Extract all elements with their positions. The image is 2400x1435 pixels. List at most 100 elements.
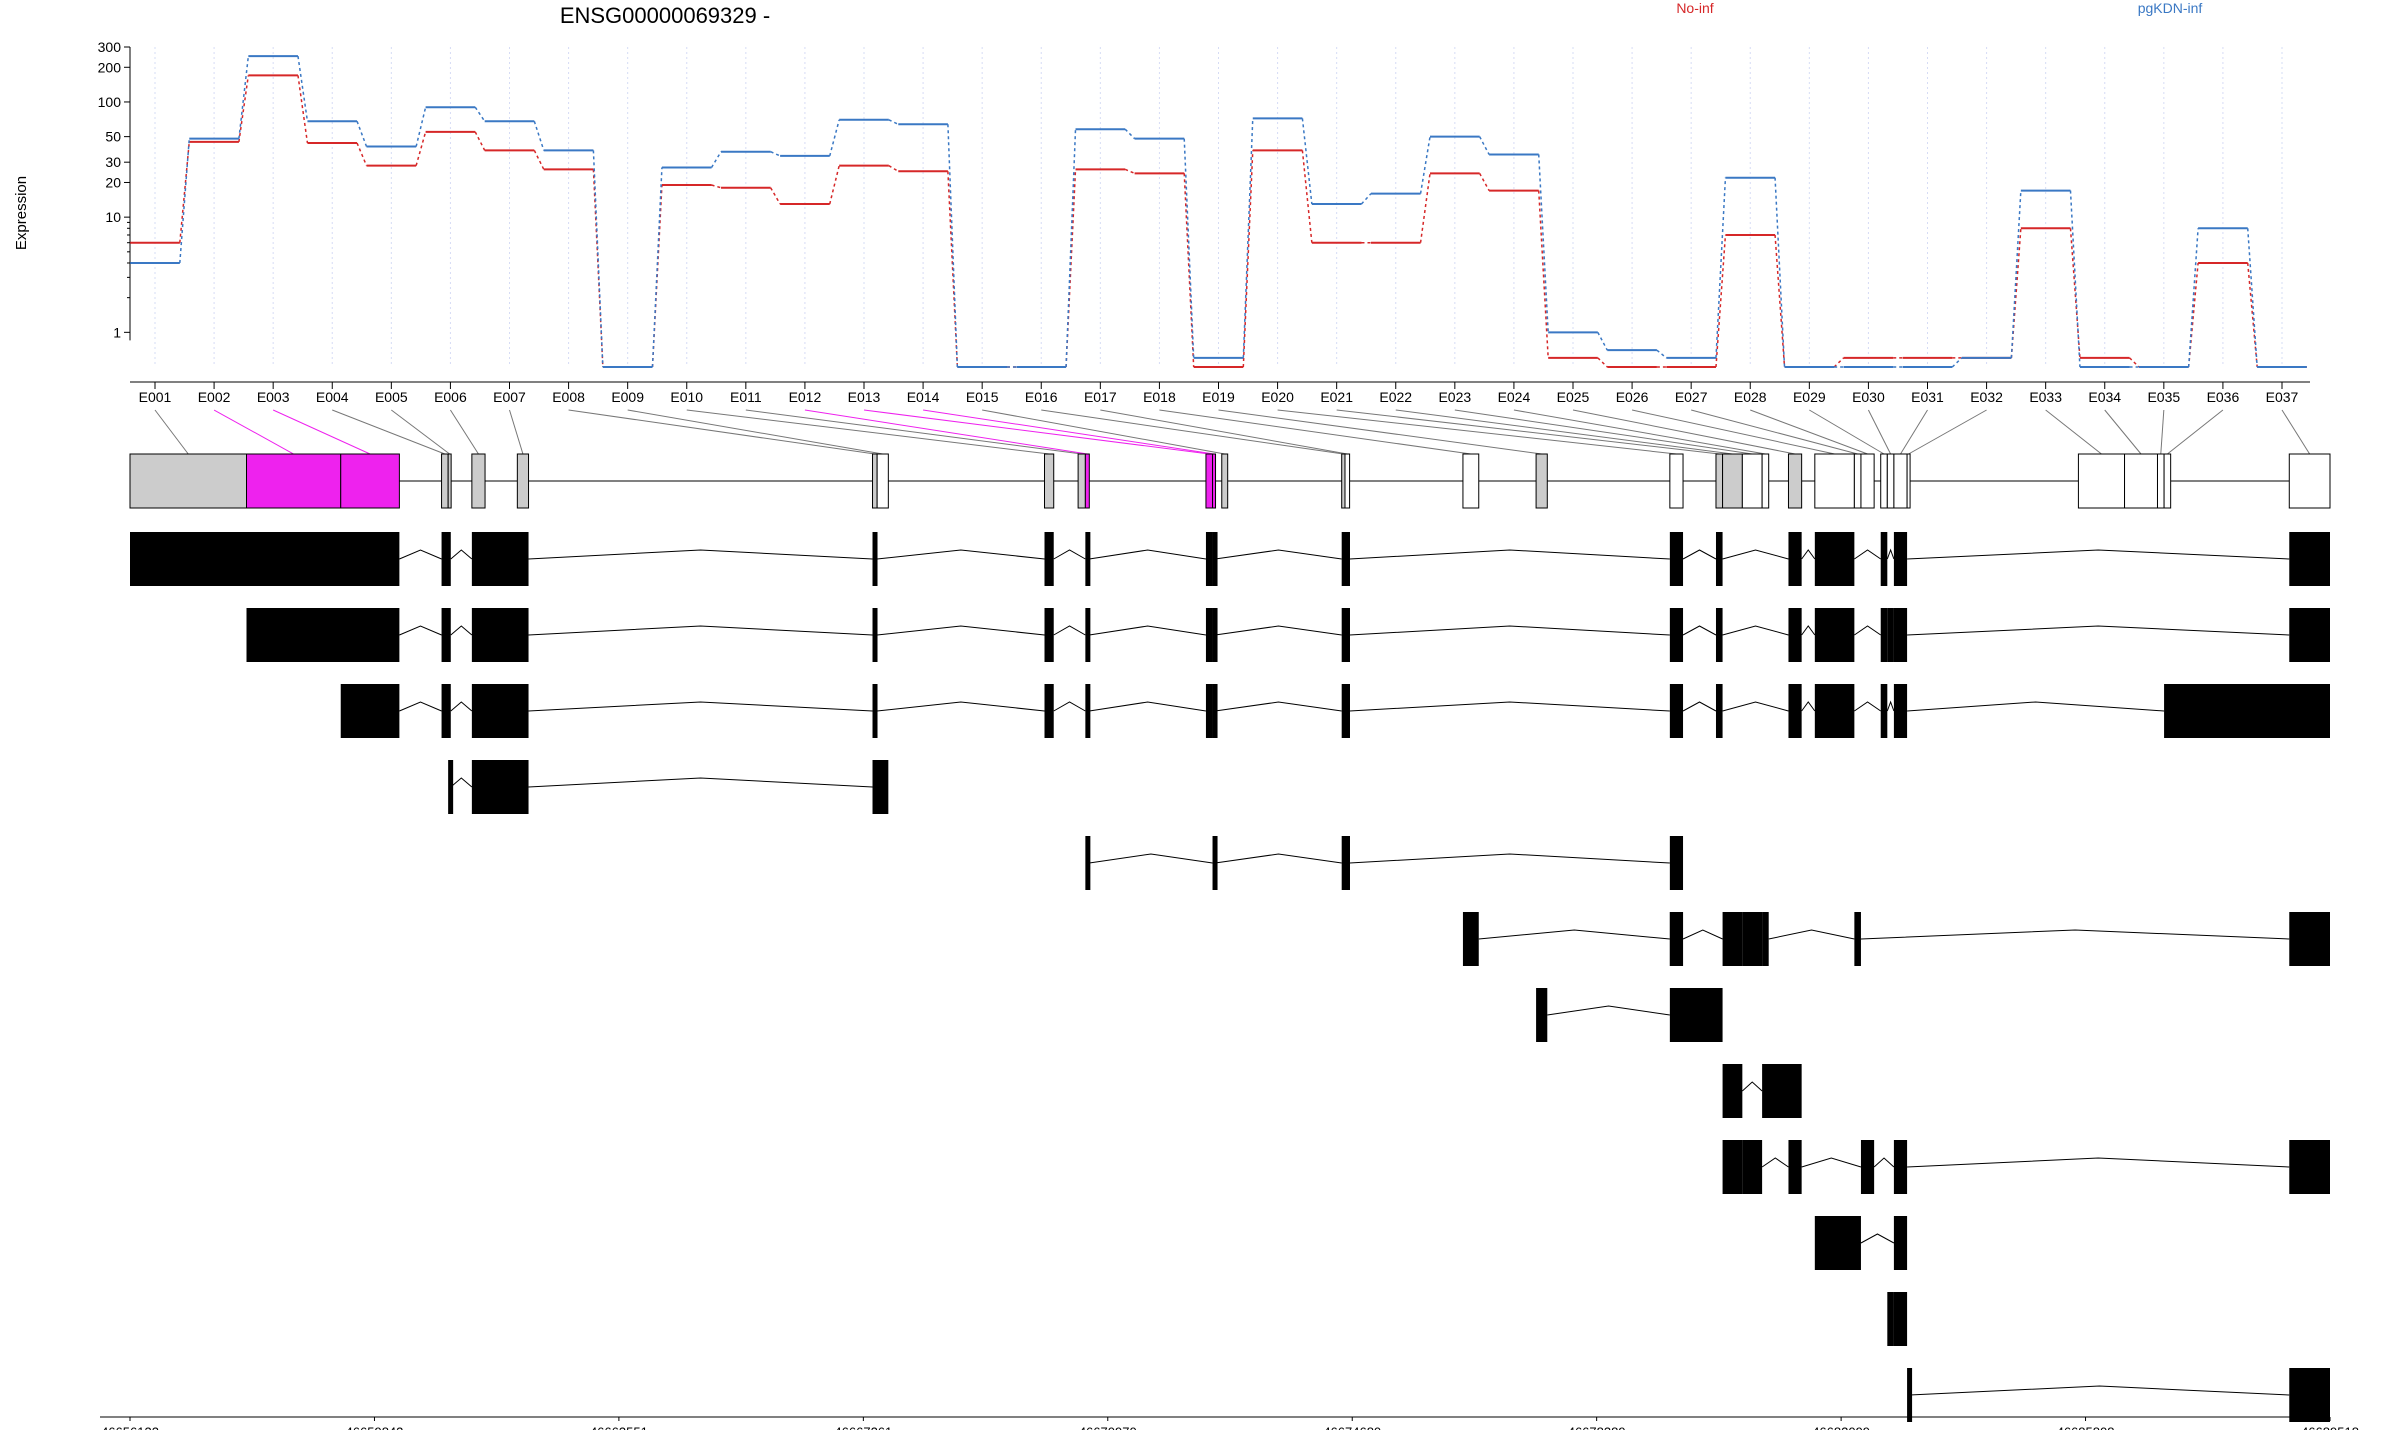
series-1-connector <box>1242 118 1254 358</box>
series-0-connector <box>1774 234 1786 368</box>
legend-no-inf: No-inf <box>1676 0 1713 16</box>
transcript-exon <box>1742 1140 1763 1194</box>
x-tick-label-e031: E031 <box>1911 389 1944 405</box>
connector-e022 <box>1395 409 1733 455</box>
x-tick-label-e035: E035 <box>2147 389 2180 405</box>
genomic-tick-label: 46689518 <box>2301 1425 2359 1430</box>
transcript-exon <box>1907 1368 1913 1422</box>
transcript-exon <box>441 684 451 738</box>
connector-e009 <box>627 409 883 455</box>
x-tick-label-e012: E012 <box>789 389 822 405</box>
series-0-connector <box>356 142 368 166</box>
transcript-exon <box>1212 608 1218 662</box>
connector-e007 <box>509 409 524 455</box>
series-0-connector <box>1597 357 1608 368</box>
exon-bin-e036 <box>2163 453 2172 509</box>
intron <box>1053 549 1086 560</box>
series-0-connector <box>1242 150 1254 368</box>
transcript-exon <box>1880 684 1888 738</box>
x-tick-label-e032: E032 <box>1970 389 2003 405</box>
series-1-connector <box>1065 129 1077 368</box>
genomic-tick-label: 46674680 <box>1323 1425 1381 1430</box>
exon-bin-e021 <box>1715 453 1724 509</box>
genomic-tick-label: 46659842 <box>346 1425 404 1430</box>
connector-e031 <box>1900 409 1928 455</box>
series-0-connector <box>888 164 899 172</box>
exon-bin-e035 <box>2156 453 2165 509</box>
exon-bin-e037 <box>2288 453 2331 509</box>
exon-bin-e022 <box>1722 453 1743 509</box>
genomic-tick-label: 46670970 <box>1079 1425 1137 1430</box>
transcript-exon <box>1669 988 1723 1042</box>
series-1-connector <box>829 119 840 157</box>
transcript-exon <box>1344 836 1350 890</box>
transcript-6 <box>1462 912 2330 966</box>
transcript-exon <box>1205 684 1213 738</box>
exon-bin-e004 <box>441 453 449 509</box>
intron <box>1801 549 1816 560</box>
transcript-exon <box>872 608 878 662</box>
exon-bin-e006 <box>471 453 486 509</box>
x-tick-label-e022: E022 <box>1379 389 1412 405</box>
exon-bin-e005 <box>447 453 452 509</box>
series-0-connector <box>533 150 545 170</box>
series-1-connector <box>1301 118 1313 205</box>
y-tick-label-300: 300 <box>98 39 122 55</box>
transcript-exon <box>872 684 878 738</box>
x-tick-label-e024: E024 <box>1498 389 1531 405</box>
intron <box>1801 625 1816 636</box>
connector-e036 <box>2167 409 2224 455</box>
series-0-connector <box>474 131 486 151</box>
intron <box>1907 1157 2290 1168</box>
x-tick-label-e027: E027 <box>1675 389 1708 405</box>
x-tick-label-e016: E016 <box>1025 389 1058 405</box>
intron <box>1682 929 1723 940</box>
series-0-connector <box>2069 228 2081 358</box>
transcript-12 <box>1907 1368 2330 1422</box>
genomic-tick-label: 46667261 <box>834 1425 892 1430</box>
series-1-connector <box>1597 331 1608 351</box>
series-1-connector <box>651 167 663 368</box>
y-tick-label-1: 1 <box>113 324 121 340</box>
exon-bin-e007 <box>516 453 530 509</box>
series-0-connector <box>1715 234 1727 368</box>
y-axis-label: Expression <box>13 176 30 250</box>
intron <box>1860 929 2290 940</box>
x-tick-label-e021: E021 <box>1320 389 1353 405</box>
x-tick-label-e013: E013 <box>848 389 881 405</box>
intron <box>399 701 442 712</box>
transcript-7 <box>1536 988 1723 1042</box>
connector-e015 <box>982 409 1225 455</box>
intron <box>1215 853 1342 864</box>
exon-bin-e030 <box>1886 453 1895 509</box>
intron <box>399 625 442 636</box>
series-0-connector <box>2010 228 2022 358</box>
series-1-connector <box>1360 193 1372 205</box>
exon-bin-e020 <box>1669 453 1684 509</box>
connector-e030 <box>1867 409 1892 455</box>
series-1-connector <box>2010 190 2022 358</box>
transcript-exon <box>1814 684 1855 738</box>
exon-bin-e034 <box>2124 453 2158 509</box>
transcript-exon <box>1669 836 1684 890</box>
intron <box>1873 1157 1895 1168</box>
intron <box>399 549 442 560</box>
transcript-exon <box>1762 912 1769 966</box>
series-0-connector <box>415 131 427 166</box>
y-tick-label-30: 30 <box>105 154 121 170</box>
transcript-exon <box>1893 532 1908 586</box>
x-tick-label-e019: E019 <box>1202 389 1235 405</box>
transcript-exon <box>1462 912 1479 966</box>
intron <box>1854 701 1882 712</box>
y-tick-label-50: 50 <box>105 129 121 145</box>
transcript-exon <box>1341 684 1347 738</box>
exon-bin-e031 <box>1893 453 1908 509</box>
transcript-exon <box>441 532 451 586</box>
connector-e024 <box>1513 409 1766 455</box>
connector-e032 <box>1908 409 1987 455</box>
x-tick-label-e033: E033 <box>2029 389 2062 405</box>
intron <box>528 777 873 788</box>
exon-bin-e032 <box>1906 453 1911 509</box>
series-0-connector <box>592 169 604 368</box>
